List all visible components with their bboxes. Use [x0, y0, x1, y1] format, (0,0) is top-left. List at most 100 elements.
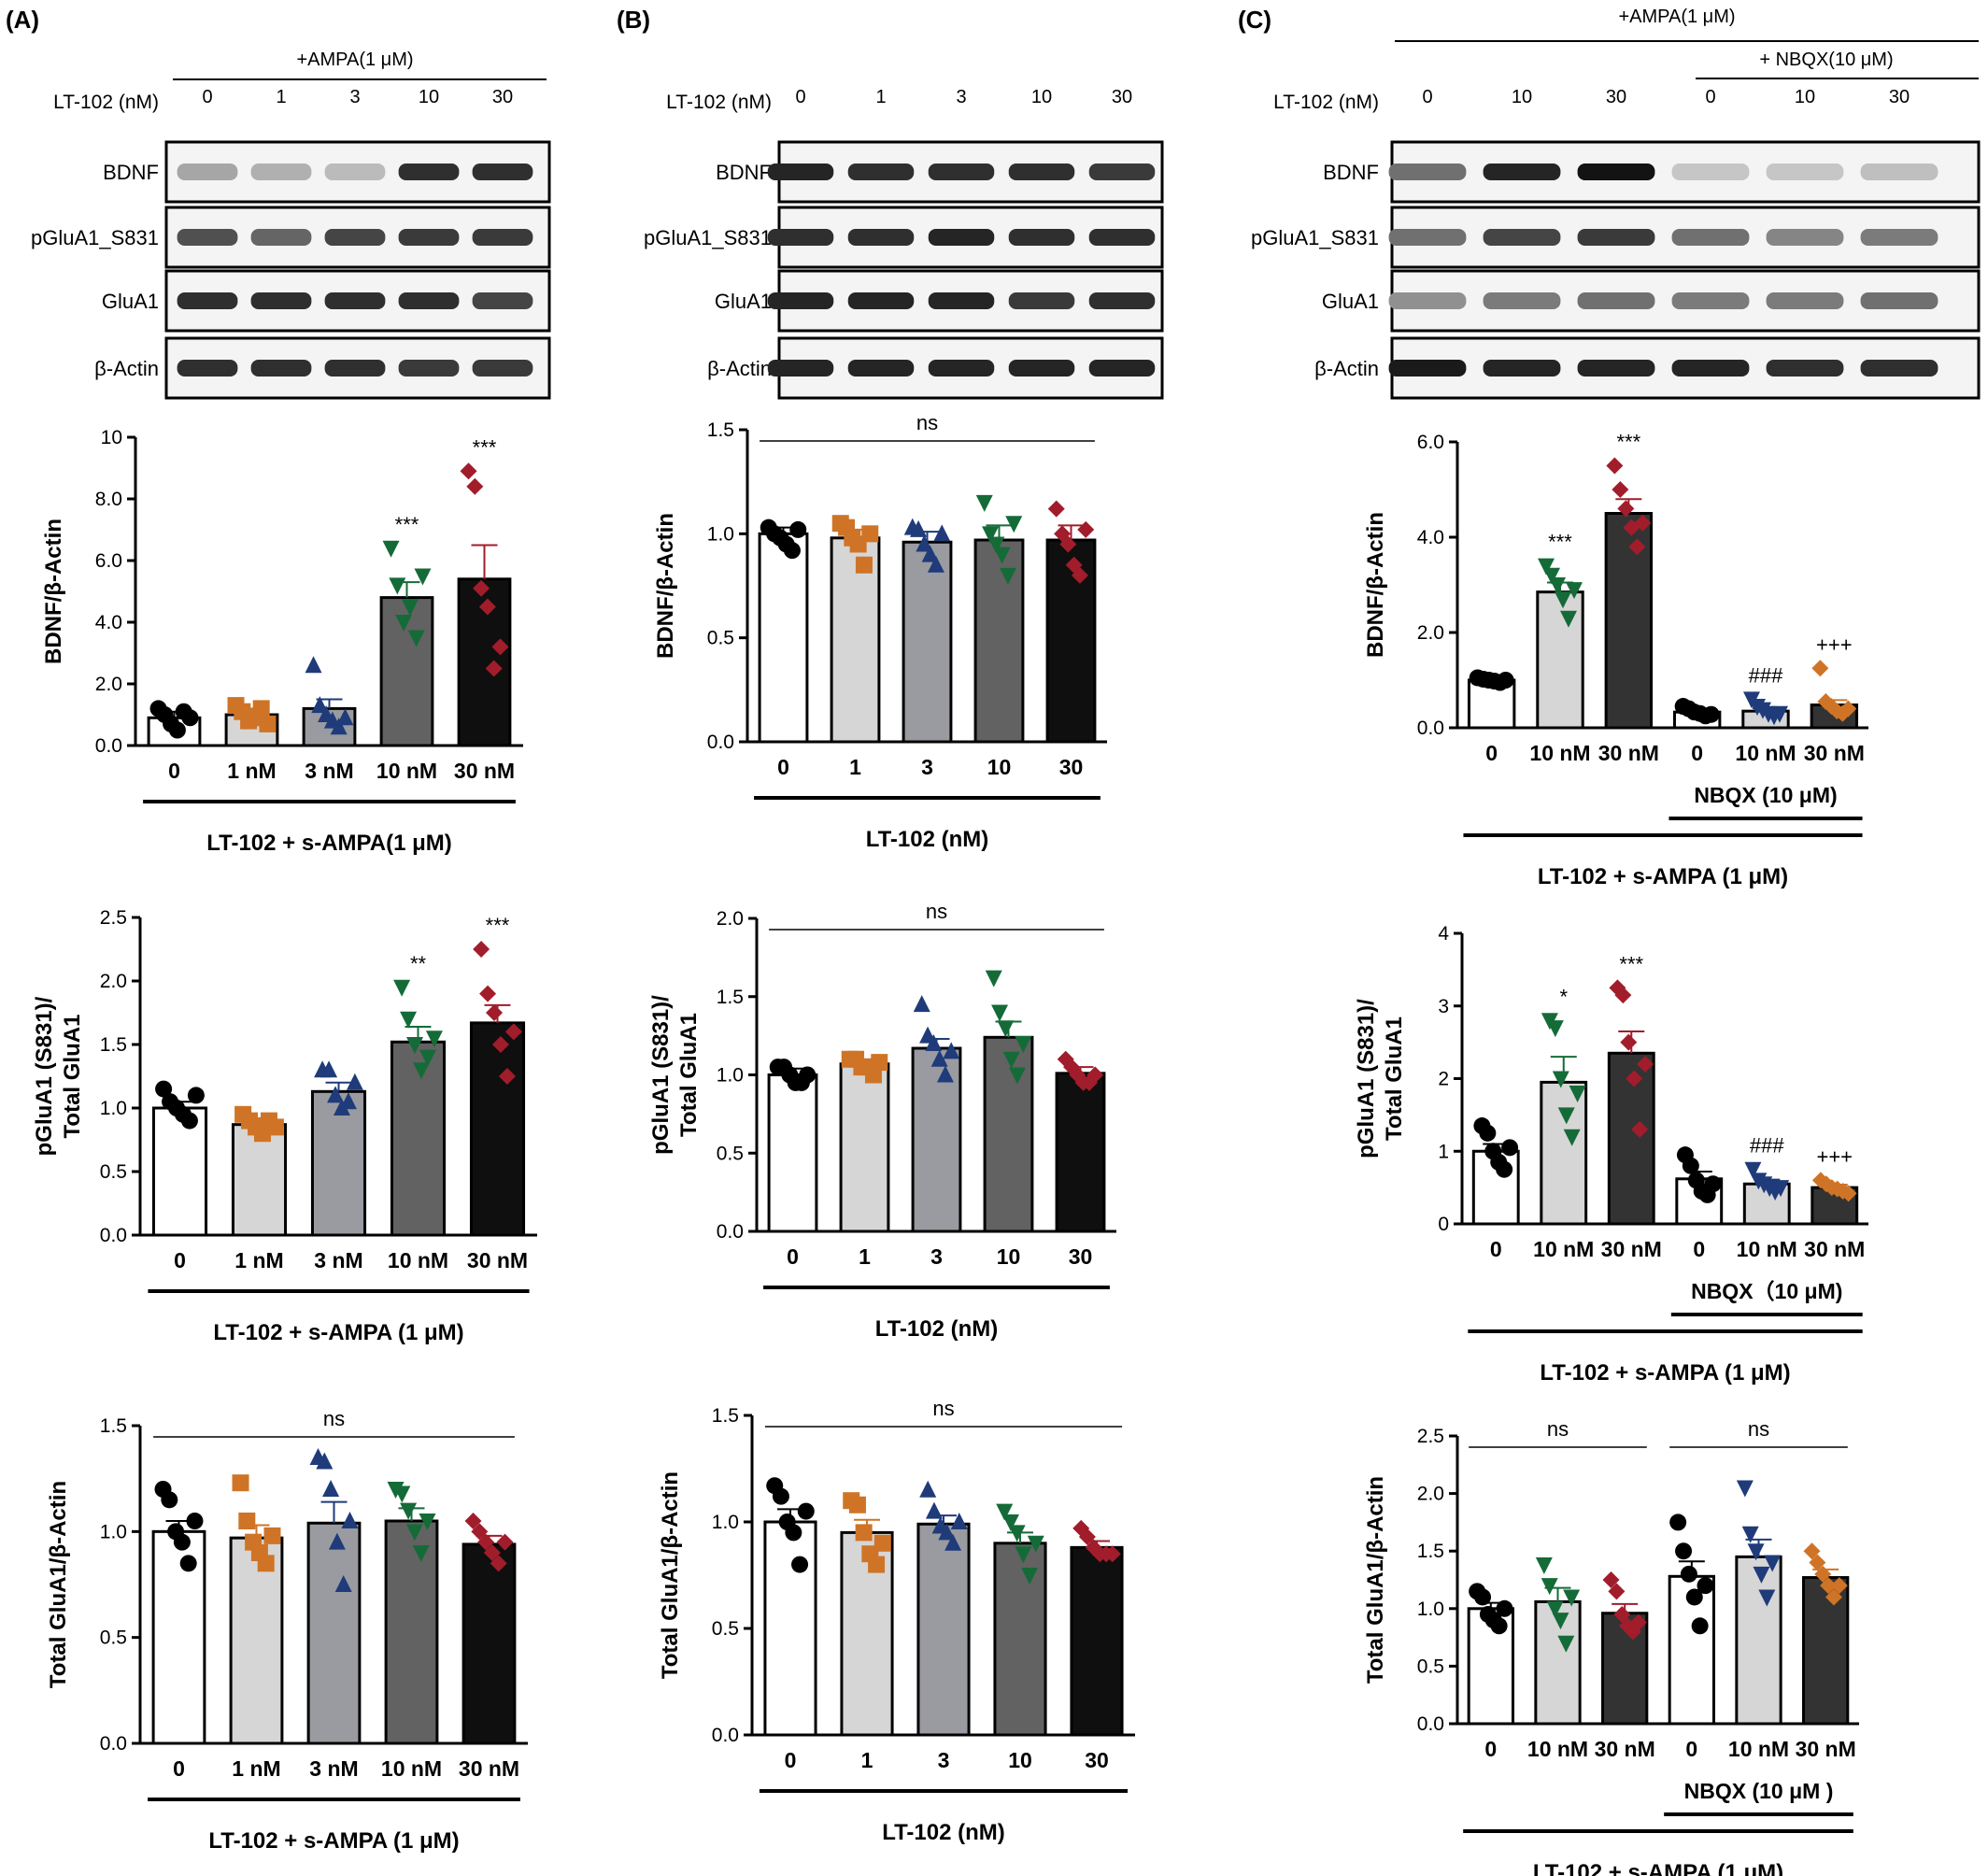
data-point: [925, 1034, 943, 1051]
data-point: [1758, 1589, 1776, 1607]
y-tick-label: 2.0: [100, 971, 127, 992]
blot-row-label: β-Actin: [1314, 357, 1379, 380]
data-point: [1008, 1525, 1026, 1542]
blot-band: [1483, 292, 1561, 309]
data-point: [1626, 1070, 1643, 1087]
treatment-label: LT-102 + s-AMPA (1 μM): [213, 1320, 463, 1345]
data-point: [1634, 514, 1652, 532]
category-label: 0: [777, 755, 789, 779]
blot-band: [1388, 292, 1467, 309]
blot-band: [928, 292, 995, 309]
data-point: [1566, 582, 1583, 600]
data-point: [1680, 1565, 1697, 1583]
dose-label: LT-102 (nM): [53, 92, 159, 113]
blot-treatment-label: +AMPA(1 μM): [296, 50, 413, 70]
data-point: [789, 520, 807, 538]
data-point: [1103, 1545, 1121, 1563]
category-label: 3: [921, 755, 933, 779]
y-tick-label: 2.0: [1417, 1484, 1444, 1505]
data-point: [504, 1023, 522, 1041]
category-label: 0: [174, 1248, 186, 1272]
category-label: 3 nM: [309, 1756, 358, 1781]
data-point: [1560, 610, 1578, 628]
y-tick-label: 1.0: [1417, 1599, 1444, 1620]
data-point: [1617, 500, 1635, 518]
bar: [390, 1040, 447, 1237]
bar: [151, 1106, 208, 1237]
y-axis-label: Total GluA1/β-Actin: [658, 1471, 683, 1679]
blot-band: [472, 360, 533, 377]
blot-row-label: BDNF: [716, 161, 772, 184]
data-point: [936, 1065, 954, 1083]
bar-chart-2-3: 0.0 0.5 1.0 1.5 Total GluA1/β-Actin ns 0 1 3 10 30…: [658, 1397, 1135, 1845]
y-axis-label: pGluA1 (S831)/: [32, 996, 57, 1156]
y-tick-label: 1.0: [100, 1521, 127, 1542]
ns-label: ns: [323, 1407, 345, 1430]
data-point: [791, 1556, 809, 1573]
ns-label: ns: [916, 411, 938, 434]
y-tick-label: 0.0: [712, 1725, 739, 1746]
category-label: 10 nM: [376, 759, 437, 783]
bar: [993, 1542, 1047, 1737]
bar: [469, 1021, 526, 1237]
category-label: 10 nM: [1735, 741, 1796, 765]
bar-chart-3-1: 0.0 2.0 4.0 6.0 BDNF/β-Actin 0 *** 10 nM *** 30 n…: [1363, 431, 1868, 889]
blot-band: [1766, 229, 1844, 246]
category-label: 10 nM: [1728, 1737, 1789, 1761]
bar-chart-3-3: 0.0 0.5 1.0 1.5 2.0 2.5 Total GluA1/β-Actin ns n…: [1363, 1417, 1859, 1876]
data-point: [1697, 1577, 1714, 1595]
blot-band: [1671, 360, 1750, 377]
data-point: [1830, 1577, 1848, 1595]
y-tick-label: 1.5: [100, 1415, 127, 1437]
blot-band: [767, 360, 834, 377]
y-tick-label: 4.0: [95, 612, 122, 633]
category-label: 0: [1685, 1737, 1697, 1761]
data-point: [1764, 1555, 1782, 1572]
category-label: 30: [1085, 1748, 1109, 1772]
category-label: 30: [1059, 755, 1084, 779]
bar: [839, 1062, 890, 1233]
blot-band: [250, 292, 312, 309]
data-point: [1620, 1033, 1638, 1051]
data-point: [1839, 700, 1857, 718]
blot-band: [324, 229, 386, 246]
data-point: [1490, 1617, 1508, 1635]
category-label: 1 nM: [234, 1248, 283, 1272]
data-point: [916, 534, 933, 552]
data-point: [996, 1503, 1014, 1521]
data-point: [1021, 1568, 1039, 1585]
data-point: [1803, 1542, 1821, 1560]
data-point: [1736, 1480, 1754, 1498]
blot-band: [1671, 292, 1750, 309]
y-tick-label: 1.0: [707, 523, 734, 545]
data-point: [471, 1523, 489, 1541]
data-point: [1059, 535, 1077, 553]
data-point: [1557, 1107, 1575, 1125]
significance-label: ###: [1750, 1134, 1784, 1158]
category-label: 30 nM: [1601, 1237, 1662, 1261]
category-label: 30: [1069, 1244, 1093, 1269]
data-point: [861, 525, 879, 543]
blot-treatment-label: +AMPA(1 μM): [1618, 7, 1735, 27]
data-point: [1631, 1120, 1649, 1138]
data-point: [855, 1524, 873, 1542]
category-label: 0: [1490, 1237, 1502, 1261]
treatment-label: LT-102 (nM): [882, 1820, 1005, 1845]
panel-label-a: (A): [6, 6, 39, 34]
data-point: [1002, 1051, 1020, 1069]
data-point: [993, 547, 1011, 564]
data-point: [1496, 1599, 1513, 1617]
bar: [1055, 1072, 1106, 1233]
dose-tick: 30: [1889, 87, 1910, 107]
data-point: [412, 1062, 430, 1080]
blot-band: [1766, 163, 1844, 180]
blot-band: [324, 163, 386, 180]
data-point: [1602, 1571, 1620, 1588]
data-point: [1555, 591, 1572, 609]
data-point: [944, 1533, 962, 1551]
y-axis-label: BDNF/β-Actin: [41, 519, 66, 664]
blot-band: [1577, 292, 1655, 309]
data-point: [1563, 1589, 1581, 1607]
data-point: [187, 1087, 205, 1104]
data-point: [933, 524, 951, 542]
